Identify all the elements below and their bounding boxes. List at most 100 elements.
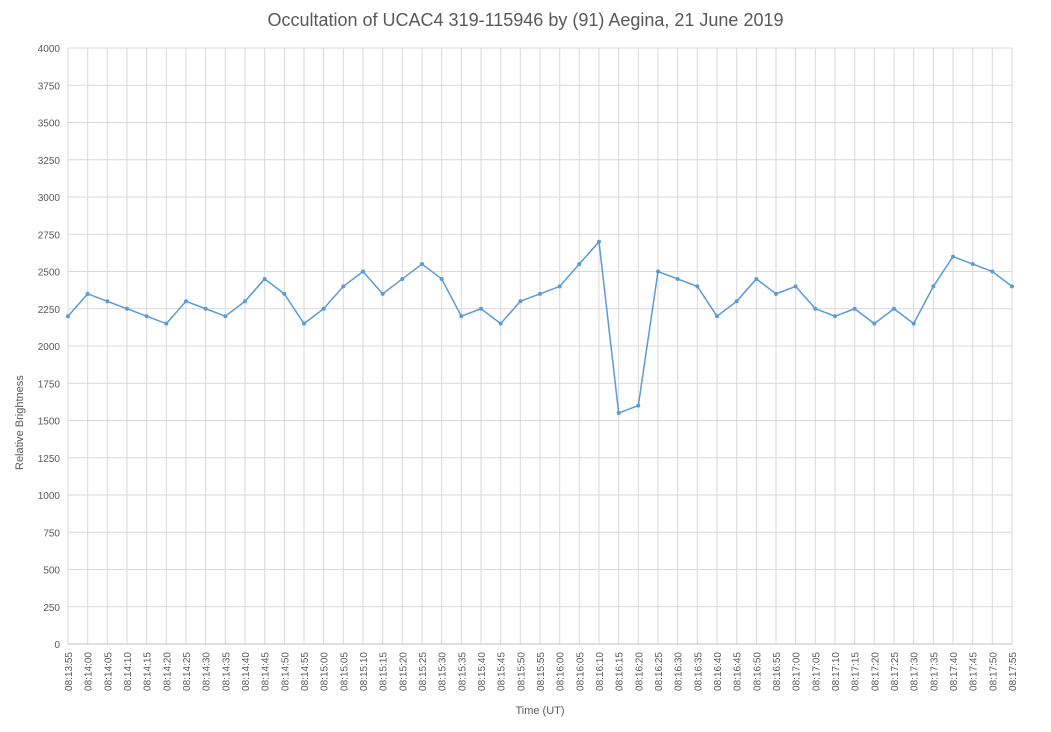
y-tick-label: 3250: [38, 156, 61, 167]
x-tick-label: 08:17:55: [1008, 652, 1019, 691]
x-tick-label: 08:14:15: [143, 652, 154, 691]
x-tick-label: 08:14:25: [182, 652, 193, 691]
data-point: [774, 291, 778, 296]
x-tick-label: 08:14:35: [221, 652, 232, 691]
x-tick-label: 08:16:45: [733, 652, 744, 691]
x-tick-label: 08:16:35: [693, 652, 704, 691]
x-tick-label: 08:15:55: [536, 652, 547, 691]
y-tick-label: 2250: [38, 305, 61, 316]
x-tick-label: 08:14:40: [241, 652, 252, 691]
data-point: [420, 262, 424, 267]
data-point: [439, 276, 444, 281]
data-point: [990, 269, 995, 274]
x-tick-label: 08:14:10: [123, 652, 134, 691]
data-point: [1010, 284, 1014, 289]
y-tick-label: 1500: [38, 417, 61, 428]
y-tick-label: 2500: [38, 268, 61, 279]
data-point: [872, 321, 877, 326]
x-tick-label: 08:16:40: [713, 652, 724, 691]
x-tick-label: 08:17:40: [949, 652, 960, 691]
x-tick-label: 08:15:50: [516, 652, 527, 691]
x-tick-label: 08:14:20: [162, 652, 173, 691]
y-tick-label: 3750: [38, 81, 61, 92]
data-point: [852, 306, 857, 311]
y-tick-label: 0: [54, 640, 60, 651]
y-tick-label: 3000: [38, 193, 61, 204]
data-point: [164, 321, 169, 326]
x-tick-label: 08:14:55: [300, 652, 311, 691]
x-tick-label: 08:16:50: [752, 652, 763, 691]
x-tick-label: 08:15:20: [398, 652, 409, 691]
x-tick-label: 08:17:35: [929, 652, 940, 691]
data-point: [538, 291, 542, 296]
x-tick-label: 08:13:55: [64, 652, 75, 691]
x-tick-label: 08:16:10: [595, 652, 606, 691]
x-tick-label: 08:14:05: [103, 652, 114, 691]
data-point: [518, 299, 523, 304]
x-tick-label: 08:17:25: [890, 652, 901, 691]
data-point: [262, 276, 267, 281]
x-tick-label: 08:16:20: [634, 652, 645, 691]
data-point: [203, 306, 208, 311]
chart-title: Occultation of UCAC4 319-115946 by (91) …: [267, 10, 784, 30]
x-tick-label: 08:15:05: [339, 652, 350, 691]
x-tick-label: 08:16:05: [575, 652, 586, 691]
data-point: [970, 262, 975, 267]
data-point: [675, 276, 680, 281]
data-point: [479, 306, 483, 311]
y-tick-label: 250: [43, 603, 60, 614]
data-point: [557, 284, 562, 289]
y-tick-label: 4000: [38, 44, 61, 55]
data-point: [341, 284, 346, 289]
data-point: [695, 284, 700, 289]
data-point: [125, 306, 129, 311]
data-point: [66, 314, 70, 319]
x-tick-label: 08:17:50: [988, 652, 999, 691]
data-point: [734, 299, 739, 304]
data-point: [951, 254, 955, 259]
data-point: [243, 299, 247, 304]
y-tick-label: 2750: [38, 230, 61, 241]
x-tick-label: 08:15:35: [457, 652, 468, 691]
x-tick-label: 08:15:10: [359, 652, 370, 691]
y-tick-label: 1750: [38, 379, 61, 390]
y-tick-label: 1250: [38, 454, 61, 465]
data-point: [892, 306, 896, 311]
data-point: [184, 299, 188, 304]
x-tick-label: 08:15:15: [379, 652, 390, 691]
data-point: [302, 321, 306, 326]
x-tick-label: 08:17:05: [811, 652, 822, 691]
data-point: [813, 306, 818, 311]
x-tick-label: 08:15:40: [477, 652, 488, 691]
x-tick-label: 08:17:30: [910, 652, 921, 691]
x-tick-label: 08:15:00: [320, 652, 331, 691]
x-tick-label: 08:14:00: [84, 652, 95, 691]
data-point: [754, 276, 759, 281]
data-point: [911, 321, 916, 326]
x-tick-label: 08:14:45: [261, 652, 272, 691]
data-point: [144, 314, 149, 319]
y-tick-label: 750: [43, 528, 60, 539]
y-tick-label: 3500: [38, 119, 61, 130]
y-tick-label: 1000: [38, 491, 61, 502]
x-tick-label: 08:15:45: [497, 652, 508, 691]
x-tick-label: 08:14:30: [202, 652, 213, 691]
data-point: [636, 403, 641, 408]
x-tick-label: 08:15:30: [438, 652, 449, 691]
x-tick-label: 08:15:25: [418, 652, 429, 691]
x-tick-label: 08:16:25: [654, 652, 665, 691]
data-point: [616, 411, 621, 416]
x-tick-label: 08:17:10: [831, 652, 842, 691]
x-tick-label: 08:16:55: [772, 652, 783, 691]
data-point: [459, 314, 464, 319]
data-point: [105, 299, 110, 304]
data-point: [498, 321, 503, 326]
x-tick-label: 08:14:50: [280, 652, 291, 691]
data-point: [656, 269, 660, 274]
data-point: [361, 269, 365, 274]
data-point: [931, 284, 936, 289]
data-point: [380, 291, 385, 296]
data-point: [282, 291, 287, 296]
